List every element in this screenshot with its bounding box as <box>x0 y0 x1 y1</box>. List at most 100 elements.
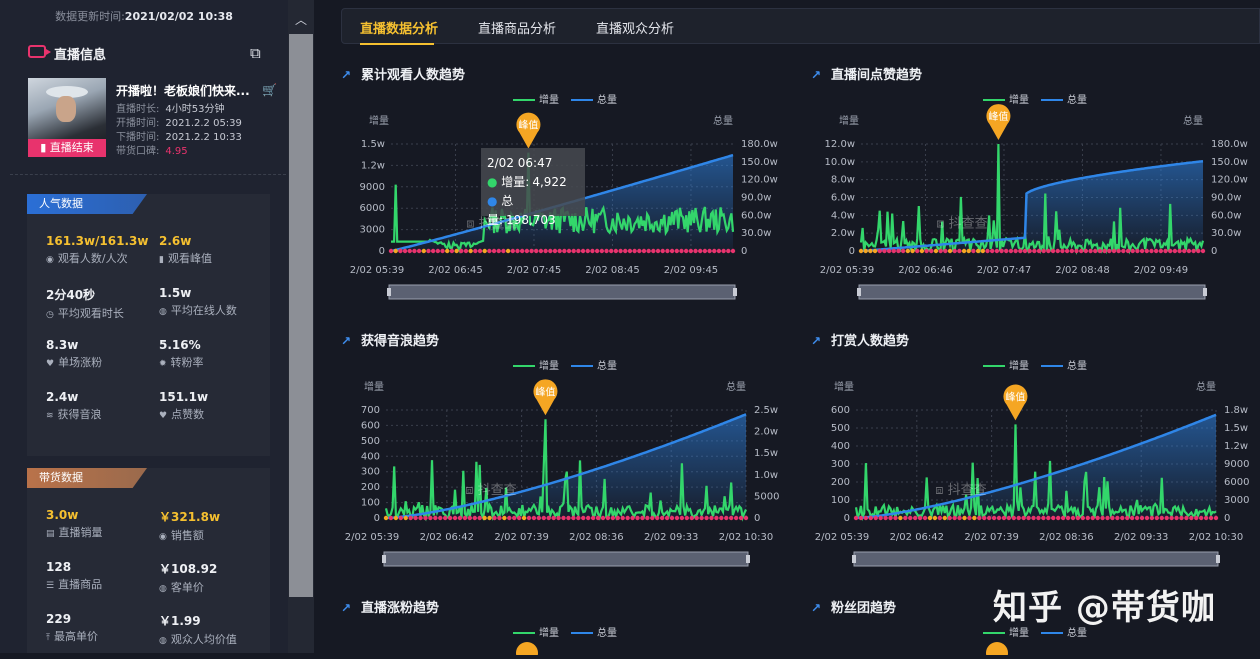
event-dot[interactable] <box>1021 515 1026 521</box>
event-dot[interactable] <box>413 515 418 521</box>
event-dot[interactable] <box>388 515 394 521</box>
event-dot[interactable] <box>435 248 441 254</box>
event-dot[interactable] <box>477 515 482 521</box>
event-dot[interactable] <box>868 515 873 521</box>
event-dot[interactable] <box>623 248 628 254</box>
event-dot[interactable] <box>1055 515 1061 521</box>
event-dot[interactable] <box>507 515 512 521</box>
event-dot[interactable] <box>877 248 882 254</box>
event-dot[interactable] <box>1199 515 1204 521</box>
event-dot[interactable] <box>423 515 428 521</box>
event-dot[interactable] <box>1116 248 1121 254</box>
event-dot[interactable] <box>650 515 655 521</box>
event-dot[interactable] <box>580 248 586 254</box>
event-dot[interactable] <box>1060 248 1065 254</box>
event-dot[interactable] <box>548 248 553 254</box>
event-dot[interactable] <box>468 248 473 254</box>
sidebar-scrollbar[interactable]: ︿ <box>288 0 314 653</box>
event-dot[interactable] <box>585 248 590 254</box>
zoom-slider[interactable] <box>853 551 1219 567</box>
event-dot[interactable] <box>1144 248 1149 254</box>
event-dot[interactable] <box>986 515 992 521</box>
event-dot[interactable] <box>1008 248 1014 254</box>
event-dot[interactable] <box>630 515 635 521</box>
event-dot[interactable] <box>952 248 957 254</box>
event-dot[interactable] <box>1055 248 1060 254</box>
event-dot[interactable] <box>707 248 712 254</box>
event-dot[interactable] <box>402 248 408 254</box>
peak-marker[interactable]: 峰值 <box>986 104 1011 140</box>
event-dot[interactable] <box>534 248 539 254</box>
event-dot[interactable] <box>1153 248 1159 254</box>
event-dot[interactable] <box>1125 515 1130 521</box>
event-dot[interactable] <box>991 515 997 521</box>
event-dot[interactable] <box>635 515 640 521</box>
event-dot[interactable] <box>1036 515 1041 521</box>
zoom-slider[interactable] <box>383 551 749 567</box>
event-dot[interactable] <box>472 515 477 521</box>
event-dot[interactable] <box>863 515 869 521</box>
event-dot[interactable] <box>989 248 995 254</box>
event-dot[interactable] <box>1164 515 1169 521</box>
zoom-slider[interactable] <box>388 284 736 300</box>
event-dot[interactable] <box>669 248 675 254</box>
event-dot[interactable] <box>497 515 502 521</box>
event-dot[interactable] <box>996 515 1002 521</box>
event-dot[interactable] <box>915 248 920 254</box>
event-dot[interactable] <box>393 248 398 254</box>
event-dot[interactable] <box>536 515 542 521</box>
event-dot[interactable] <box>655 248 661 254</box>
event-dot[interactable] <box>541 515 547 521</box>
external-link-icon[interactable]: ⧉ <box>250 44 261 62</box>
event-dot[interactable] <box>590 515 596 521</box>
event-dot[interactable] <box>971 248 976 254</box>
event-dot[interactable] <box>505 248 511 254</box>
event-dot[interactable] <box>912 515 918 521</box>
event-dot[interactable] <box>1191 248 1196 254</box>
event-dot[interactable] <box>1046 248 1051 254</box>
event-dot[interactable] <box>665 248 670 254</box>
event-dot[interactable] <box>1090 515 1095 521</box>
event-dot[interactable] <box>872 248 878 254</box>
event-dot[interactable] <box>581 515 586 521</box>
event-dot[interactable] <box>492 515 497 521</box>
event-dot[interactable] <box>467 515 473 521</box>
tab-live-data[interactable]: 直播数据分析 <box>360 22 439 37</box>
event-dot[interactable] <box>408 515 413 521</box>
event-dot[interactable] <box>688 248 694 254</box>
chart-legend[interactable]: 增量 总量 <box>513 357 617 372</box>
event-dot[interactable] <box>1139 248 1145 254</box>
event-dot[interactable] <box>985 248 990 254</box>
event-dot[interactable] <box>1184 515 1189 521</box>
event-dot[interactable] <box>571 248 576 254</box>
event-dot[interactable] <box>980 248 986 254</box>
event-dot[interactable] <box>933 248 939 254</box>
event-dot[interactable] <box>1031 515 1036 521</box>
event-dot[interactable] <box>1177 248 1182 254</box>
event-dot[interactable] <box>433 515 438 521</box>
event-dot[interactable] <box>882 248 887 254</box>
event-dot[interactable] <box>932 515 938 521</box>
event-dot[interactable] <box>891 248 896 254</box>
event-dot[interactable] <box>1130 248 1135 254</box>
event-dot[interactable] <box>967 515 972 521</box>
event-dot[interactable] <box>1026 515 1031 521</box>
event-dot[interactable] <box>618 248 623 254</box>
event-dot[interactable] <box>1208 515 1214 521</box>
event-dot[interactable] <box>1083 248 1089 254</box>
event-dot[interactable] <box>1095 515 1100 521</box>
event-dot[interactable] <box>1179 515 1184 521</box>
event-dot[interactable] <box>868 248 873 254</box>
event-dot[interactable] <box>641 248 647 254</box>
event-dot[interactable] <box>1158 248 1164 254</box>
event-dot[interactable] <box>1085 515 1090 521</box>
event-dot[interactable] <box>1194 515 1199 521</box>
event-dot[interactable] <box>1050 248 1056 254</box>
event-dot[interactable] <box>600 515 606 521</box>
event-dot[interactable] <box>738 515 744 521</box>
event-dot[interactable] <box>724 515 729 521</box>
event-dot[interactable] <box>388 248 394 254</box>
event-dot[interactable] <box>853 515 859 521</box>
event-dot[interactable] <box>1027 248 1032 254</box>
event-dot[interactable] <box>952 515 957 521</box>
